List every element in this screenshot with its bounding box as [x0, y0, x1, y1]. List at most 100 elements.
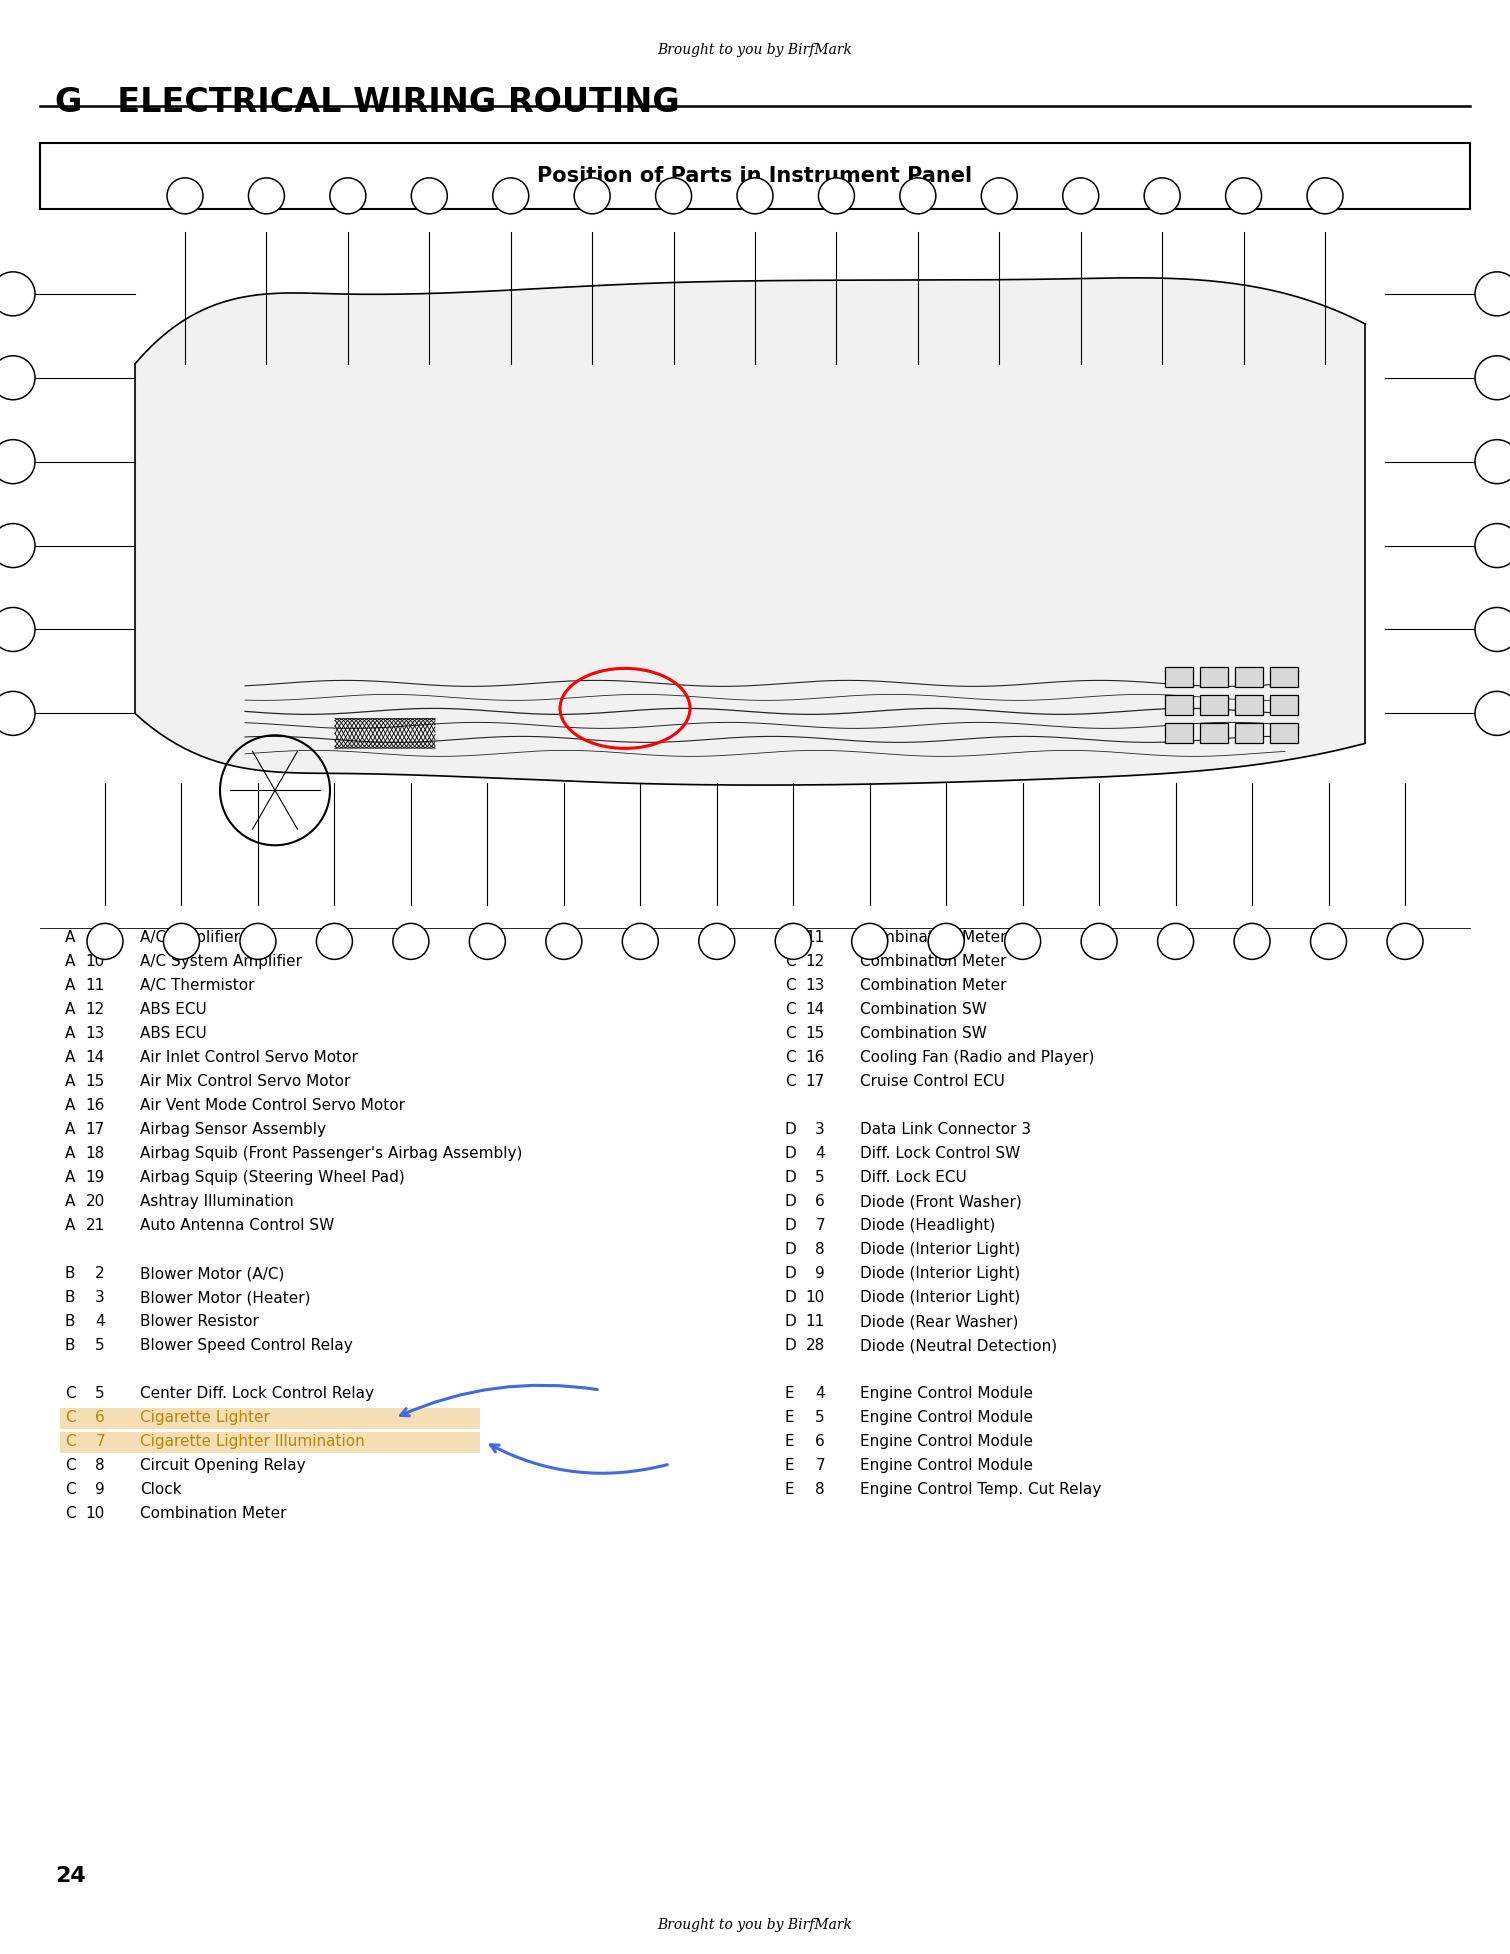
Text: C5: C5: [8, 625, 20, 633]
Circle shape: [1475, 692, 1510, 735]
Text: Engine Control Temp. Cut Relay: Engine Control Temp. Cut Relay: [861, 1483, 1101, 1497]
Text: Engine Control Module: Engine Control Module: [861, 1434, 1033, 1450]
FancyBboxPatch shape: [1235, 723, 1262, 743]
Circle shape: [1145, 178, 1181, 213]
Text: D11: D11: [479, 936, 495, 946]
Text: 4: 4: [815, 1147, 824, 1161]
Text: Diode (Interior Light): Diode (Interior Light): [861, 1266, 1021, 1282]
FancyBboxPatch shape: [39, 219, 1471, 918]
FancyBboxPatch shape: [60, 1409, 480, 1428]
Text: A: A: [65, 1219, 76, 1233]
Text: C10: C10: [177, 191, 193, 201]
Circle shape: [982, 178, 1018, 213]
Text: Diode (Interior Light): Diode (Interior Light): [861, 1243, 1021, 1258]
Text: A: A: [65, 1098, 76, 1114]
Circle shape: [655, 178, 692, 213]
Circle shape: [852, 924, 888, 959]
FancyBboxPatch shape: [1235, 696, 1262, 715]
FancyBboxPatch shape: [1166, 668, 1193, 688]
Text: Diode (Headlight): Diode (Headlight): [861, 1219, 995, 1233]
FancyBboxPatch shape: [1166, 696, 1193, 715]
Text: B4: B4: [1238, 191, 1249, 201]
Text: A: A: [65, 954, 76, 969]
Text: 10: 10: [86, 1507, 106, 1522]
Text: E: E: [785, 1387, 794, 1401]
Circle shape: [900, 178, 936, 213]
Text: D28: D28: [1317, 191, 1333, 201]
FancyBboxPatch shape: [60, 1432, 480, 1452]
Text: 24: 24: [54, 1866, 86, 1886]
Text: 14: 14: [806, 1002, 824, 1018]
Circle shape: [775, 924, 811, 959]
Circle shape: [249, 178, 284, 213]
Text: 15: 15: [806, 1026, 824, 1041]
Circle shape: [0, 356, 35, 401]
Text: C7: C7: [1170, 936, 1181, 946]
Text: D10: D10: [5, 289, 23, 299]
Circle shape: [411, 178, 447, 213]
Text: 8: 8: [95, 1458, 106, 1473]
Text: Combination Meter: Combination Meter: [861, 930, 1007, 946]
Text: 16: 16: [806, 1051, 824, 1065]
Circle shape: [1475, 608, 1510, 651]
Text: E6: E6: [1492, 709, 1502, 717]
Circle shape: [168, 178, 202, 213]
Text: C: C: [65, 1411, 76, 1424]
Text: D: D: [785, 1338, 797, 1354]
Text: Diode (Front Washer): Diode (Front Washer): [861, 1194, 1022, 1210]
Text: Combination SW: Combination SW: [861, 1002, 988, 1018]
Text: C: C: [65, 1387, 76, 1401]
Text: Combination Meter: Combination Meter: [861, 954, 1007, 969]
Text: Combination Meter: Combination Meter: [861, 979, 1007, 993]
Text: A: A: [65, 1075, 76, 1090]
Text: 5: 5: [815, 1170, 824, 1186]
Text: 12: 12: [86, 1002, 106, 1018]
Text: E: E: [785, 1458, 794, 1473]
Text: 13: 13: [806, 979, 824, 993]
Text: Engine Control Module: Engine Control Module: [861, 1387, 1033, 1401]
Text: 12: 12: [806, 954, 824, 969]
Text: D4: D4: [252, 936, 264, 946]
Text: Diode (Neutral Detection): Diode (Neutral Detection): [861, 1338, 1057, 1354]
Text: C16: C16: [666, 191, 683, 201]
Circle shape: [163, 924, 199, 959]
Text: 8: 8: [815, 1483, 824, 1497]
Text: A/C Thermistor: A/C Thermistor: [140, 979, 255, 993]
Text: C: C: [65, 1483, 76, 1497]
Text: A14: A14: [1489, 373, 1505, 383]
Text: C15: C15: [633, 936, 648, 946]
Circle shape: [0, 524, 35, 567]
FancyBboxPatch shape: [1270, 668, 1299, 688]
Text: 8: 8: [815, 1243, 824, 1258]
Text: A19: A19: [710, 936, 725, 946]
Circle shape: [329, 178, 365, 213]
Text: D: D: [785, 1315, 797, 1329]
Text: D: D: [785, 1219, 797, 1233]
Text: 7: 7: [95, 1434, 106, 1450]
Text: E4: E4: [1247, 936, 1256, 946]
Text: Position of Parts in Instrument Panel: Position of Parts in Instrument Panel: [538, 166, 972, 186]
Text: 5: 5: [815, 1411, 824, 1424]
Text: Airbag Sensor Assembly: Airbag Sensor Assembly: [140, 1122, 326, 1137]
Text: A: A: [65, 1194, 76, 1210]
Text: B: B: [65, 1315, 76, 1329]
Text: Data Link Connector 3: Data Link Connector 3: [861, 1122, 1031, 1137]
Text: Cigarette Lighter: Cigarette Lighter: [140, 1411, 270, 1424]
Text: C: C: [785, 930, 796, 946]
Text: 4: 4: [95, 1315, 106, 1329]
Text: Combination SW: Combination SW: [861, 1026, 988, 1041]
Text: D7: D7: [504, 191, 516, 201]
Circle shape: [1004, 924, 1040, 959]
Text: A20: A20: [1015, 936, 1030, 946]
Text: A11: A11: [1154, 191, 1170, 201]
Text: 17: 17: [86, 1122, 106, 1137]
Text: C17: C17: [326, 936, 343, 946]
Text: 17: 17: [806, 1075, 824, 1090]
Circle shape: [545, 924, 581, 959]
Text: D: D: [785, 1170, 797, 1186]
Text: 4: 4: [815, 1387, 824, 1401]
Circle shape: [818, 178, 855, 213]
Text: A12: A12: [5, 541, 21, 551]
Text: A: A: [65, 1147, 76, 1161]
Text: B: B: [65, 1290, 76, 1305]
